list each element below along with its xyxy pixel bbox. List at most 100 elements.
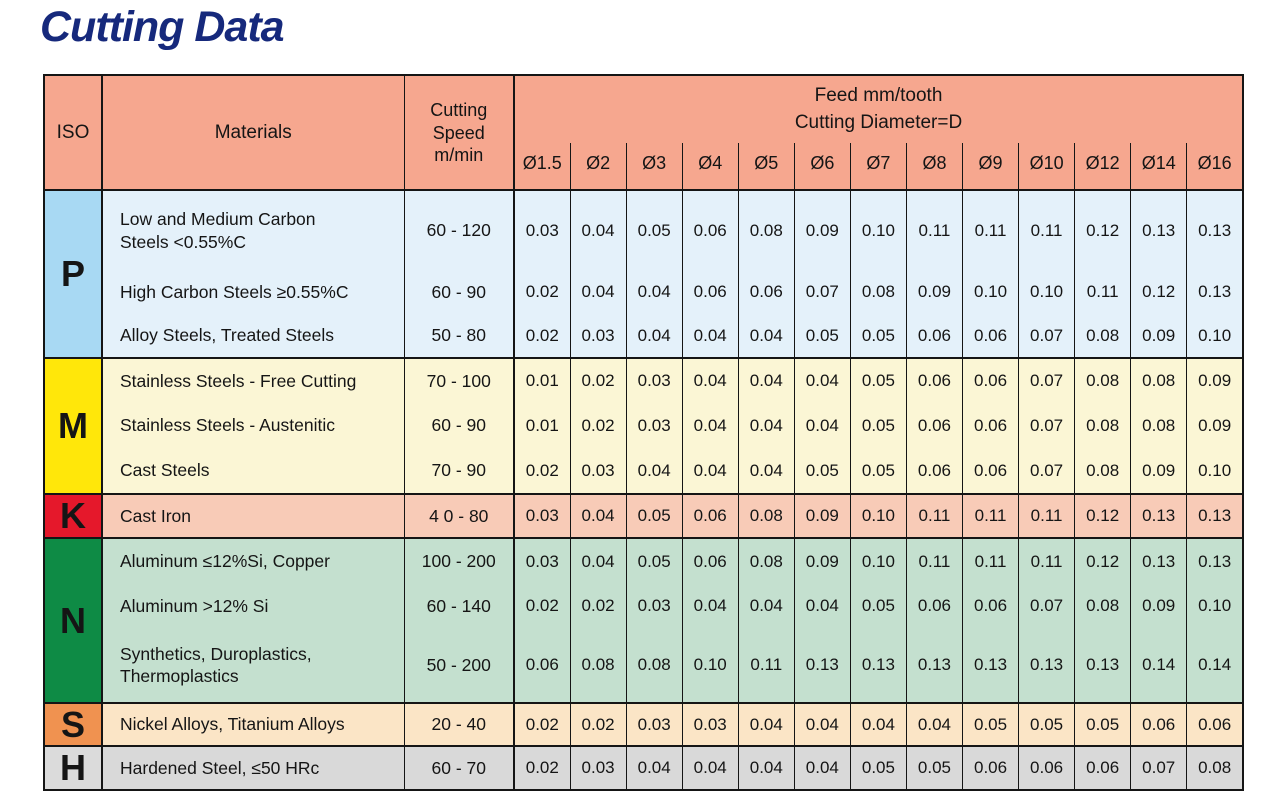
feed-cell: 0.06 [512, 628, 571, 704]
material-cell: Synthetics, Duroplastics, Thermoplastics [101, 628, 404, 704]
feed-cell: 0.04 [793, 745, 851, 791]
speed-cell: 70 - 90 [403, 448, 514, 495]
feed-cell: 0.05 [849, 448, 907, 495]
speed-cell: 4 0 - 80 [403, 493, 514, 539]
feed-cell: 0.13 [961, 628, 1019, 704]
feed-cell: 0.07 [1018, 357, 1075, 404]
feed-cell: 0.11 [905, 493, 963, 539]
feed-cell: 0.04 [793, 357, 851, 404]
feed-cell: 0.06 [961, 357, 1019, 404]
feed-cell: 0.05 [849, 314, 907, 359]
feed-cell: 0.06 [1074, 745, 1131, 791]
material-row: Stainless Steels - Austenitic 60 - 90 0.01… [44, 403, 1243, 449]
header-row: ISO Materials Cutting Speed m/min Feed mm/t… [44, 75, 1243, 191]
material-label: Hardened Steel, ≤50 HRc [120, 757, 320, 778]
feed-cell: 0.08 [1186, 745, 1243, 791]
feed-cell: 0.05 [849, 745, 907, 791]
feed-cell: 0.13 [1186, 537, 1243, 585]
diameter-header: Ø14 [1130, 143, 1187, 191]
feed-cell: 0.04 [849, 702, 907, 747]
feed-cell: 0.04 [737, 745, 795, 791]
feed-cell: 0.05 [849, 357, 907, 404]
feed-cell: 0.11 [961, 537, 1019, 585]
material-label: Aluminum ≤12%Si, Copper [120, 551, 330, 572]
feed-cell: 0.09 [1130, 584, 1187, 629]
material-cell: Stainless Steels - Austenitic [101, 403, 404, 449]
feed-cell: 0.04 [737, 403, 795, 449]
material-row: Alloy Steels, Treated Steels 50 - 80 0.02 0… [44, 314, 1243, 359]
diameter-header: Ø4 [681, 143, 739, 191]
feed-cell: 0.08 [1074, 314, 1131, 359]
table-body: P Low and Medium Carbon Steels <0.55%C 60 … [44, 189, 1243, 791]
diameter-header: Ø6 [793, 143, 851, 191]
feed-cell: 0.04 [905, 702, 963, 747]
feed-cell: 0.13 [1186, 189, 1243, 271]
feed-cell: 0.02 [569, 403, 627, 449]
feed-cell: 0.06 [905, 403, 963, 449]
material-label: Stainless Steels - Free Cutting [120, 370, 357, 391]
diameter-header: Ø9 [961, 143, 1019, 191]
feed-cell: 0.10 [961, 270, 1019, 315]
feed-cell: 0.02 [569, 702, 627, 747]
feed-cell: 0.07 [1018, 314, 1075, 359]
feed-cell: 0.06 [681, 537, 739, 585]
speed-cell: 20 - 40 [403, 702, 514, 747]
material-label: High Carbon Steels ≥0.55%C [120, 281, 349, 302]
feed-cell: 0.13 [1130, 537, 1187, 585]
feed-cell: 0.02 [569, 357, 627, 404]
speed-cell: 60 - 90 [403, 403, 514, 449]
feed-cell: 0.06 [1018, 745, 1075, 791]
feed-cell: 0.06 [681, 493, 739, 539]
feed-cell: 0.05 [849, 584, 907, 629]
feed-header-line1: Feed mm/tooth [814, 85, 943, 107]
feed-cell: 0.04 [793, 702, 851, 747]
feed-cell: 0.12 [1074, 493, 1131, 539]
iso-cell-S: S [44, 702, 102, 747]
material-label: Aluminum >12% Si [120, 595, 269, 616]
feed-cell: 0.12 [1130, 270, 1187, 315]
feed-cell: 0.09 [793, 493, 851, 539]
feed-cell: 0.04 [569, 537, 627, 585]
feed-cell: 0.11 [1018, 537, 1075, 585]
feed-cell: 0.10 [1018, 270, 1075, 315]
material-row: P Low and Medium Carbon Steels <0.55%C 60 … [44, 189, 1243, 359]
feed-cell: 0.02 [512, 314, 571, 359]
feed-cell: 0.10 [849, 189, 907, 271]
feed-cell: 0.08 [1130, 403, 1187, 449]
feed-cell: 0.09 [1186, 403, 1243, 449]
material-cell: Stainless Steels - Free Cutting [101, 357, 404, 404]
material-cell: Cast Steels [101, 448, 404, 495]
feed-cell: 0.02 [512, 745, 571, 791]
feed-cell: 0.08 [849, 270, 907, 315]
cutting-speed-column-header: Cutting Speed m/min [403, 75, 514, 191]
speed-cell: 60 - 120 [403, 189, 514, 271]
material-cell: Aluminum ≤12%Si, Copper [101, 537, 404, 585]
feed-cell: 0.07 [793, 270, 851, 315]
speed-cell: 100 - 200 [403, 537, 514, 585]
feed-cell: 0.09 [793, 189, 851, 271]
feed-cell: 0.11 [1018, 493, 1075, 539]
feed-cell: 0.06 [961, 745, 1019, 791]
feed-cell: 0.06 [737, 270, 795, 315]
feed-cell: 0.05 [905, 745, 963, 791]
materials-column-header: Materials [101, 75, 404, 191]
feed-cell: 0.04 [681, 584, 739, 629]
speed-cell: 50 - 80 [403, 314, 514, 359]
feed-cell: 0.10 [681, 628, 739, 704]
feed-cell: 0.03 [681, 702, 739, 747]
feed-header-line2: Cutting Diameter=D [794, 111, 963, 133]
feed-cell: 0.03 [625, 702, 683, 747]
feed-cell: 0.06 [681, 270, 739, 315]
feed-cell: 0.11 [1074, 270, 1131, 315]
feed-cell: 0.06 [905, 314, 963, 359]
feed-cell: 0.13 [1018, 628, 1075, 704]
feed-cell: 0.10 [1186, 448, 1243, 495]
iso-cell-N: N [44, 537, 102, 704]
feed-cell: 0.05 [1018, 702, 1075, 747]
material-cell: Aluminum >12% Si [101, 584, 404, 629]
feed-cell: 0.03 [625, 403, 683, 449]
feed-cell: 0.04 [793, 403, 851, 449]
diameter-header: Ø16 [1186, 143, 1243, 191]
feed-cell: 0.04 [681, 448, 739, 495]
feed-cell: 0.07 [1018, 584, 1075, 629]
